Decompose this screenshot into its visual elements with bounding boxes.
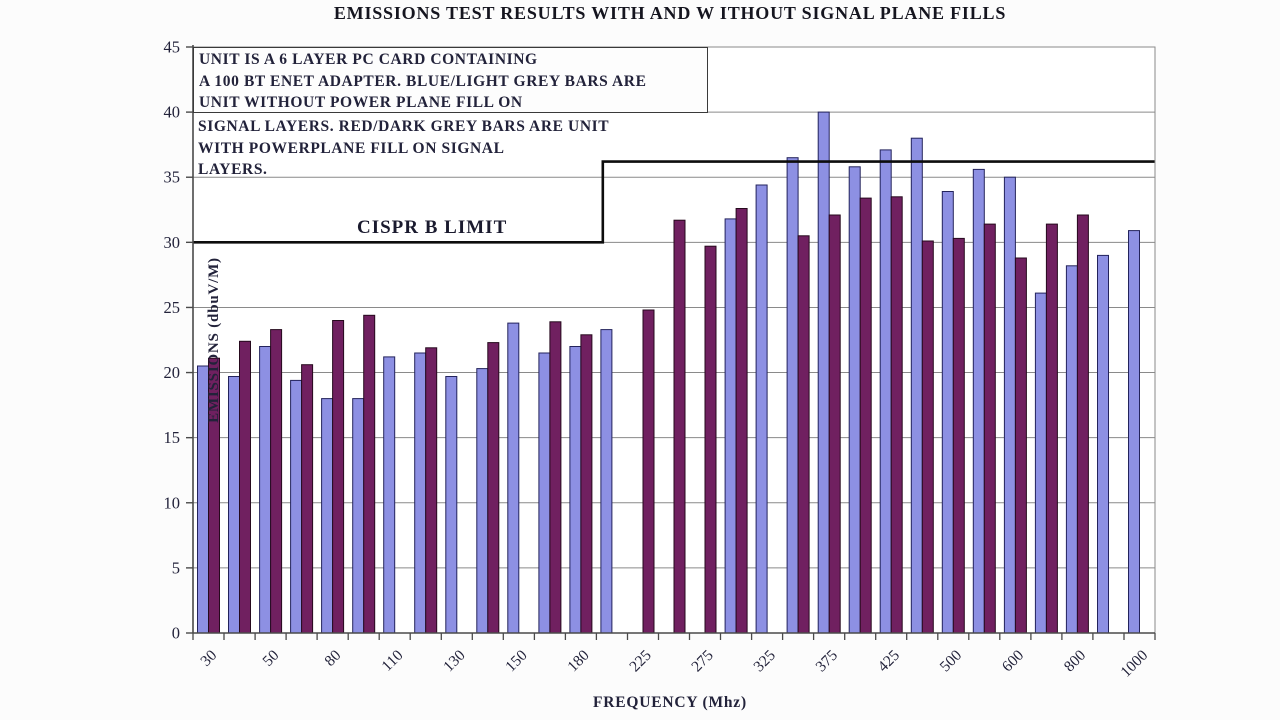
bar-without-fill-2	[259, 346, 272, 634]
bar-with-fill-22	[890, 196, 903, 634]
bar-with-fill-15	[673, 219, 686, 634]
bar-with-fill-16	[704, 245, 717, 634]
annotation-continued: SIGNAL LAYERS. RED/DARK GREY BARS ARE UN…	[194, 116, 664, 181]
x-tick-label-425: 425	[875, 647, 904, 676]
bar-without-fill-12	[569, 346, 582, 634]
x-tick-label-600: 600	[999, 647, 1028, 676]
bar-without-fill-3	[290, 379, 303, 634]
x-tick-label-1000: 1000	[1117, 647, 1151, 681]
bar-with-fill-4	[332, 320, 345, 634]
bar-with-fill-21	[859, 197, 872, 634]
x-tick-label-30: 30	[197, 647, 220, 670]
y-tick-label-20: 20	[164, 363, 181, 382]
bar-without-fill-22	[879, 149, 892, 634]
annotation-line: WITH POWERPLANE FILL ON SIGNAL	[198, 139, 505, 157]
bars	[197, 111, 1140, 634]
cispr-limit-line	[193, 160, 1155, 244]
bar-with-fill-19	[797, 235, 810, 634]
bar-with-fill-14	[642, 309, 655, 634]
x-axis-title: FREQUENCY (Mhz)	[593, 694, 747, 711]
annotation-line: SIGNAL LAYERS. RED/DARK GREY BARS ARE UN…	[198, 118, 610, 135]
x-tick-label-110: 110	[378, 647, 406, 675]
bar-without-fill-30	[1128, 230, 1140, 634]
bar-with-fill-9	[487, 342, 500, 634]
bar-with-fill-3	[301, 364, 314, 634]
bar-without-fill-17	[724, 218, 737, 634]
bar-with-fill-11	[549, 321, 562, 634]
bar-without-fill-7	[414, 352, 427, 634]
x-tick-label-275: 275	[688, 647, 717, 676]
bar-with-fill-7	[425, 347, 438, 634]
x-axis-tick-labels: 30 50 80 110 130 150 180 225 275 325 375 425 500 600 8…	[197, 647, 1151, 681]
bar-without-fill-6	[383, 356, 396, 634]
bar-with-fill-5	[363, 314, 376, 634]
y-tick-label-35: 35	[164, 168, 181, 187]
bar-without-fill-13	[600, 329, 613, 634]
annotation-line: A 100 BT ENET ADAPTER. BLUE/LIGHT GREY B…	[199, 72, 647, 90]
x-tick-label-150: 150	[502, 647, 531, 676]
bar-with-fill-25	[983, 223, 996, 634]
axes	[186, 45, 1156, 640]
x-tick-label-225: 225	[626, 647, 655, 676]
bar-with-fill-23	[921, 240, 934, 634]
annotation-line: UNIT IS A 6 LAYER PC CARD CONTAINING	[199, 51, 538, 68]
chart-title: EMISSIONS TEST RESULTS WITH AND W ITHOUT…	[333, 3, 1007, 23]
bar-without-fill-19	[786, 157, 799, 634]
bar-without-fill-9	[476, 368, 489, 634]
bar-without-fill-8	[445, 376, 458, 634]
bar-without-fill-25	[972, 168, 985, 634]
x-tick-label-50: 50	[259, 647, 282, 670]
bar-with-fill-17	[735, 208, 748, 634]
bar-without-fill-4	[321, 398, 334, 634]
y-axis-tick-labels: 0 5 10 15 20 25 30 35 40 45	[164, 38, 181, 643]
bar-with-fill-1	[239, 340, 251, 634]
bar-with-fill-24	[952, 237, 965, 634]
bar-without-fill-10	[507, 322, 520, 634]
y-tick-label-25: 25	[164, 298, 181, 317]
bar-without-fill-20	[817, 111, 830, 634]
bar-without-fill-5	[352, 398, 365, 634]
x-tick-label-130: 130	[440, 647, 469, 676]
bar-without-fill-1	[228, 376, 240, 634]
x-tick-label-180: 180	[564, 647, 593, 676]
bar-with-fill-26	[1014, 257, 1027, 634]
annotation-box: UNIT IS A 6 LAYER PC CARD CONTAINING A 1…	[193, 47, 708, 113]
cispr-limit-label: CISPR B LIMIT	[357, 217, 508, 238]
bar-with-fill-12	[580, 334, 593, 634]
limit-polyline	[193, 160, 1155, 244]
x-tick-label-375: 375	[813, 647, 842, 676]
bar-without-fill-11	[538, 352, 551, 634]
y-tick-label-5: 5	[172, 558, 180, 577]
bar-without-fill-26	[1003, 176, 1016, 634]
annotation-line: UNIT WITHOUT POWER PLANE FILL ON	[199, 94, 523, 111]
bar-without-fill-28	[1065, 265, 1078, 634]
y-tick-label-10: 10	[164, 493, 181, 512]
y-tick-label-0: 0	[172, 624, 180, 643]
y-axis-title: EMISSIONS (dbuV/M)	[206, 257, 222, 423]
bar-with-fill-20	[828, 214, 841, 634]
bar-with-fill-28	[1076, 214, 1089, 634]
bar-without-fill-27	[1034, 292, 1047, 634]
bar-without-fill-18	[755, 184, 768, 634]
y-tick-label-15: 15	[164, 428, 181, 447]
y-tick-label-30: 30	[164, 233, 181, 252]
y-tick-label-40: 40	[164, 103, 181, 122]
annotation-line: LAYERS.	[198, 161, 268, 178]
x-tick-label-80: 80	[321, 647, 344, 670]
bar-without-fill-24	[941, 191, 954, 634]
x-tick-label-500: 500	[937, 647, 966, 676]
x-tick-label-800: 800	[1061, 647, 1090, 676]
bar-with-fill-27	[1045, 223, 1058, 634]
x-tick-label-325: 325	[750, 647, 779, 676]
bar-without-fill-21	[848, 166, 861, 634]
bar-with-fill-2	[270, 329, 283, 634]
bar-without-fill-23	[910, 137, 923, 634]
y-tick-label-45: 45	[164, 38, 181, 57]
bar-without-fill-29	[1097, 254, 1109, 634]
